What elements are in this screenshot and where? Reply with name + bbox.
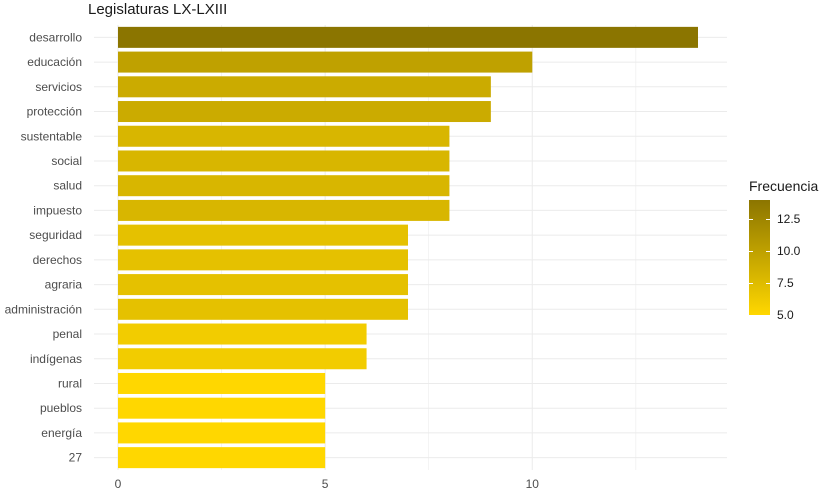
bar-5 [118,150,450,172]
bar-8 [118,224,408,246]
y-tick-label: educación [27,55,82,69]
y-tick-label: administración [5,302,82,316]
y-tick-label: energía [41,426,82,440]
legend-tick-label: 7.5 [777,276,794,291]
y-tick-label: agraria [45,278,83,292]
x-tick-label: 0 [115,477,122,490]
y-tick-label: seguridad [29,228,82,242]
legend-tick-mark-left [749,315,753,316]
bar-16 [118,422,326,444]
bar-7 [118,199,450,221]
legend-tick-label: 10.0 [777,244,801,259]
chart-title: Legislaturas LX-LXIII [88,1,228,18]
y-tick-label: indígenas [30,352,82,366]
legend-tick-label: 5.0 [777,308,794,322]
bar-9 [118,249,408,271]
legend-tick-mark-left [749,283,753,285]
y-tick-label: salud [53,179,82,193]
y-tick-label: desarrollo [29,30,82,44]
x-tick-label: 10 [526,477,540,490]
legend-colorbar [749,200,770,315]
bar-6 [118,175,450,197]
bar-14 [118,372,326,394]
legend-tick-label: 12.5 [777,212,801,227]
bars [118,26,698,469]
x-tick-label: 5 [322,477,329,490]
y-axis-labels: desarrollo educación servicios protección su… [5,30,83,464]
y-tick-label: impuesto [33,203,82,217]
y-tick-label: derechos [33,253,82,267]
y-tick-label: 27 [69,451,83,465]
bar-10 [118,274,408,296]
bar-1 [118,51,533,73]
y-tick-label: penal [53,327,82,341]
legend-tick-mark-left [749,219,753,221]
legend-tick-mark-right [766,283,770,285]
bar-17 [118,447,326,469]
y-tick-label: servicios [35,80,82,94]
y-tick-label: sustentable [21,129,83,143]
bar-0 [118,26,698,48]
bar-13 [118,348,367,370]
bar-12 [118,323,367,345]
legend-tick-mark-right [766,315,770,316]
legend-title: Frecuencia [749,178,819,194]
legend-tick-mark-left [749,251,753,253]
bar-2 [118,76,491,98]
bar-15 [118,397,326,419]
bar-3 [118,101,491,123]
y-tick-label: protección [27,105,82,119]
y-tick-label: pueblos [40,401,82,415]
bar-4 [118,125,450,147]
legend-tick-mark-right [766,219,770,221]
y-tick-label: social [51,154,82,168]
y-tick-label: rural [58,376,82,390]
x-axis-labels: 0 5 10 [115,477,540,490]
bar-11 [118,298,408,320]
legend-tick-mark-right [766,251,770,253]
